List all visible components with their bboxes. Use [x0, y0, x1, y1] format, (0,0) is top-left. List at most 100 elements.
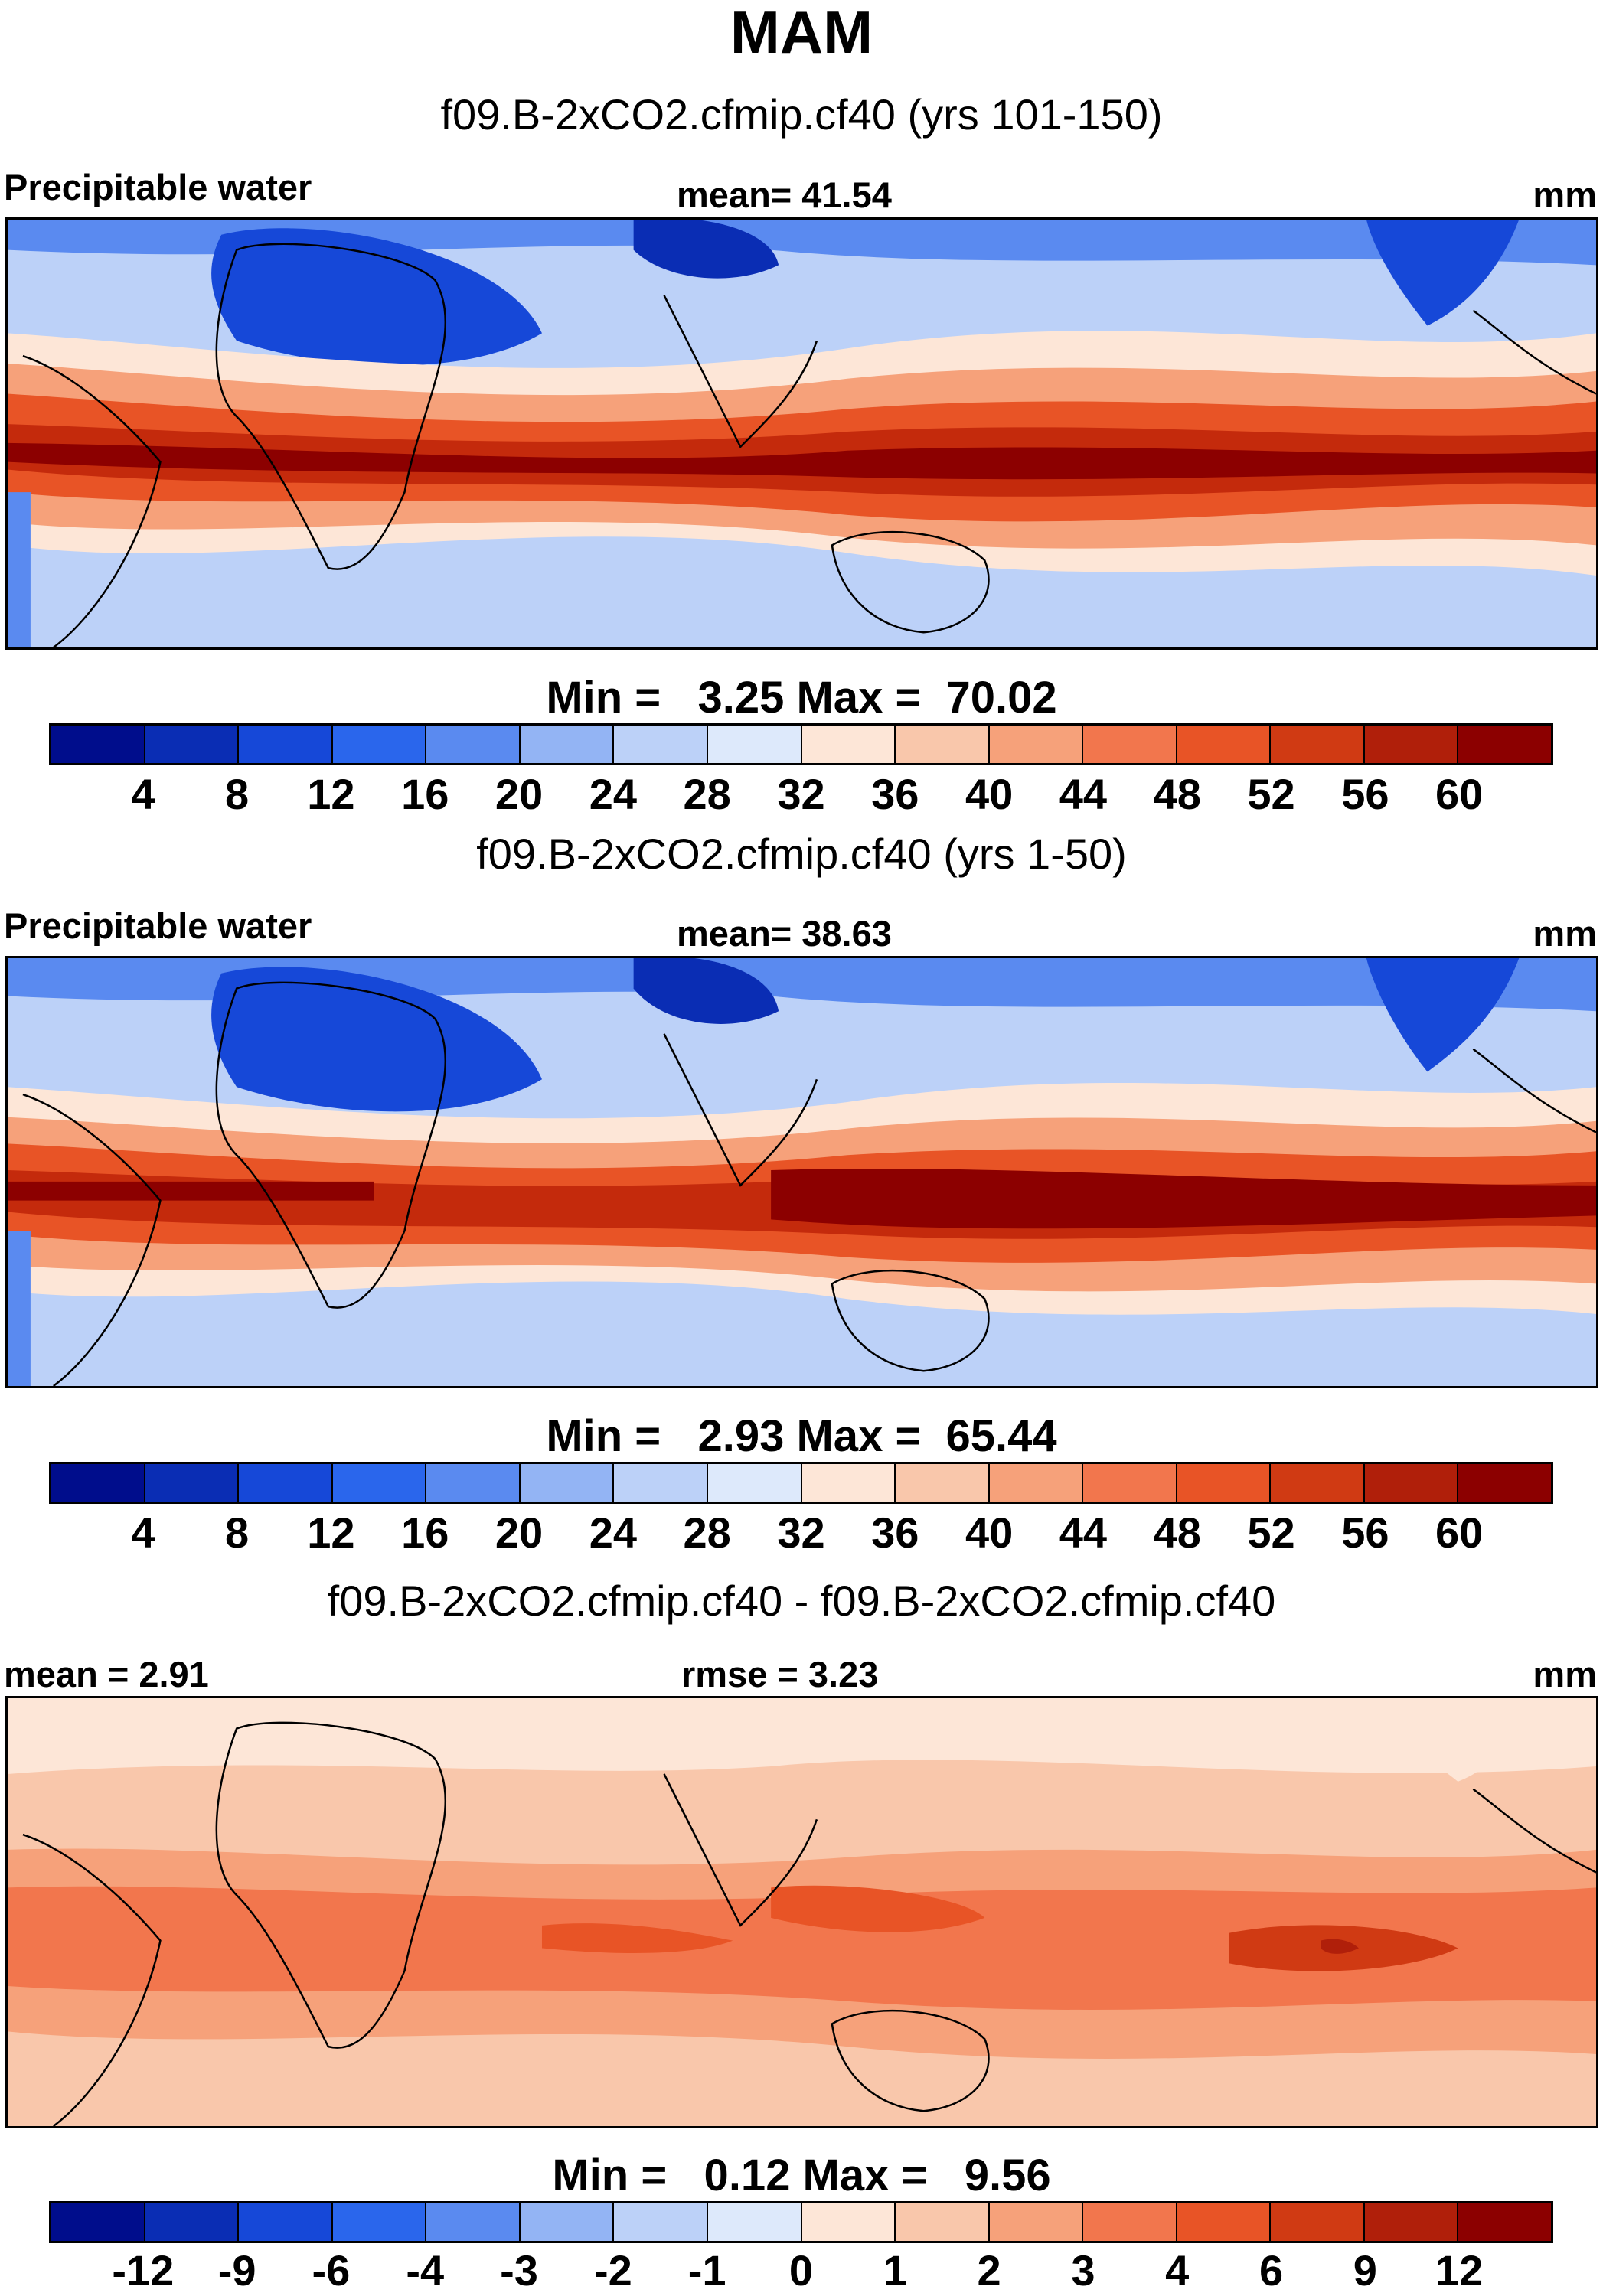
colorbar-tick-label: 16 [401, 1508, 449, 1557]
colorbar-tick-label: 28 [683, 770, 731, 818]
colorbar-tick-label: 28 [683, 1508, 731, 1557]
panel-3-units-label: mm [1533, 1654, 1597, 1694]
colorbar-swatch [145, 2203, 240, 2241]
colorbar-swatch [614, 2203, 708, 2241]
colorbar-tick-label: 36 [871, 770, 919, 818]
colorbar-swatch [1271, 2203, 1365, 2241]
colorbar-swatch [1083, 2203, 1177, 2241]
colorbar-swatch [1364, 1464, 1459, 1502]
colorbar-tick-label: 24 [589, 770, 638, 818]
colorbar-swatch [1271, 1464, 1365, 1502]
panel-1-variable-label: Precipitable water [4, 167, 312, 207]
colorbar-swatch [1177, 1464, 1272, 1502]
colorbar-swatch [426, 1464, 521, 1502]
colorbar-tick-label: 12 [307, 1508, 355, 1557]
panel-3-map-field [8, 1698, 1596, 2126]
colorbar-swatch [426, 726, 521, 763]
colorbar-tick-label: 60 [1435, 1508, 1484, 1557]
colorbar-swatch [239, 2203, 333, 2241]
panel-3-colorbar [49, 2201, 1553, 2243]
colorbar-tick-label: 9 [1353, 2246, 1377, 2294]
colorbar-tick-label: 32 [777, 770, 825, 818]
colorbar-tick-label: 56 [1341, 1508, 1389, 1557]
colorbar-swatch [989, 2203, 1084, 2241]
panel-1-units-label: mm [1533, 174, 1597, 215]
panel-3-title: f09.B-2xCO2.cfmip.cf40 - f09.B-2xCO2.cfm… [327, 1577, 1276, 1625]
colorbar-swatch [802, 2203, 896, 2241]
colorbar-tick-label: 56 [1341, 770, 1389, 818]
colorbar-swatch [426, 2203, 521, 2241]
colorbar-swatch [989, 726, 1084, 763]
colorbar-tick-label: 3 [1071, 2246, 1095, 2294]
colorbar-swatch [145, 1464, 240, 1502]
colorbar-swatch [1364, 726, 1459, 763]
colorbar-swatch [1177, 2203, 1272, 2241]
colorbar-swatch [51, 1464, 145, 1502]
panel-2-mean-label: mean= 38.63 [677, 913, 892, 954]
colorbar-swatch [239, 726, 333, 763]
panel-2-colorbar [49, 1462, 1553, 1504]
colorbar-swatch [51, 2203, 145, 2241]
colorbar-swatch [332, 2203, 427, 2241]
colorbar-swatch [802, 1464, 896, 1502]
colorbar-tick-label: -2 [593, 2246, 632, 2294]
colorbar-tick-label: -9 [217, 2246, 256, 2294]
panel-3-rmse-label: rmse = 3.23 [681, 1654, 879, 1694]
panel-2-min-max: Min = 2.93 Max = 65.44 [546, 1411, 1057, 1461]
colorbar-swatch [1083, 726, 1177, 763]
colorbar-swatch [520, 726, 615, 763]
colorbar-swatch [1458, 726, 1551, 763]
panel-2-title: f09.B-2xCO2.cfmip.cf40 (yrs 1-50) [476, 830, 1127, 878]
colorbar-tick-label: 32 [777, 1508, 825, 1557]
colorbar-swatch [614, 726, 708, 763]
panel-2-variable-label: Precipitable water [4, 905, 312, 946]
colorbar-tick-label: -1 [687, 2246, 726, 2294]
panel-2-units-label: mm [1533, 913, 1597, 954]
colorbar-tick-label: 60 [1435, 770, 1484, 818]
colorbar-swatch [707, 2203, 802, 2241]
panel-1-map-field [8, 220, 1596, 647]
panel-1-mean-label: mean= 41.54 [677, 174, 892, 215]
panel-1-colorbar [49, 723, 1553, 765]
colorbar-tick-label: 36 [871, 1508, 919, 1557]
colorbar-tick-label: -3 [500, 2246, 538, 2294]
panel-2-colorbar-ticks: 4 8 12 16 20 24 28 32 36 40 44 48 52 56 60 [0, 1510, 1603, 1556]
colorbar-swatch [614, 1464, 708, 1502]
colorbar-swatch [989, 1464, 1084, 1502]
colorbar-swatch [1177, 726, 1272, 763]
colorbar-tick-label: 8 [225, 1508, 250, 1557]
colorbar-tick-label: 12 [307, 770, 355, 818]
colorbar-tick-label: 8 [225, 770, 250, 818]
colorbar-tick-label: 48 [1153, 1508, 1201, 1557]
colorbar-swatch [1458, 1464, 1551, 1502]
panel-3-min-max: Min = 0.12 Max = 9.56 [552, 2151, 1051, 2200]
panel-1-colorbar-ticks: 4 8 12 16 20 24 28 32 36 40 44 48 52 56 60 [0, 771, 1603, 817]
colorbar-swatch [1083, 1464, 1177, 1502]
colorbar-swatch [896, 726, 990, 763]
colorbar-tick-label: -6 [312, 2246, 351, 2294]
colorbar-tick-label: 16 [401, 770, 449, 818]
colorbar-tick-label: 6 [1259, 2246, 1284, 2294]
panel-2-map [5, 956, 1598, 1388]
colorbar-tick-label: 48 [1153, 770, 1201, 818]
colorbar-tick-label: 52 [1247, 770, 1295, 818]
colorbar-tick-label: 4 [1165, 2246, 1190, 2294]
figure-title: MAM [730, 0, 873, 66]
panel-3-map [5, 1696, 1598, 2128]
panel-3-mean-label: mean = 2.91 [4, 1654, 209, 1694]
colorbar-tick-label: 40 [965, 1508, 1014, 1557]
colorbar-swatch [520, 2203, 615, 2241]
panel-3-colorbar-ticks: -12 -9 -6 -4 -3 -2 -1 0 1 2 3 4 6 9 12 [0, 2248, 1603, 2294]
colorbar-swatch [332, 726, 427, 763]
colorbar-tick-label: 4 [131, 1508, 155, 1557]
colorbar-tick-label: 44 [1059, 1508, 1108, 1557]
colorbar-tick-label: 12 [1435, 2246, 1484, 2294]
colorbar-tick-label: 2 [977, 2246, 1001, 2294]
colorbar-swatch [239, 1464, 333, 1502]
colorbar-tick-label: 24 [589, 1508, 638, 1557]
colorbar-tick-label: 52 [1247, 1508, 1295, 1557]
colorbar-swatch [145, 726, 240, 763]
colorbar-tick-label: 0 [788, 2246, 814, 2294]
panel-1-title: f09.B-2xCO2.cfmip.cf40 (yrs 101-150) [440, 90, 1163, 139]
colorbar-swatch [896, 2203, 990, 2241]
